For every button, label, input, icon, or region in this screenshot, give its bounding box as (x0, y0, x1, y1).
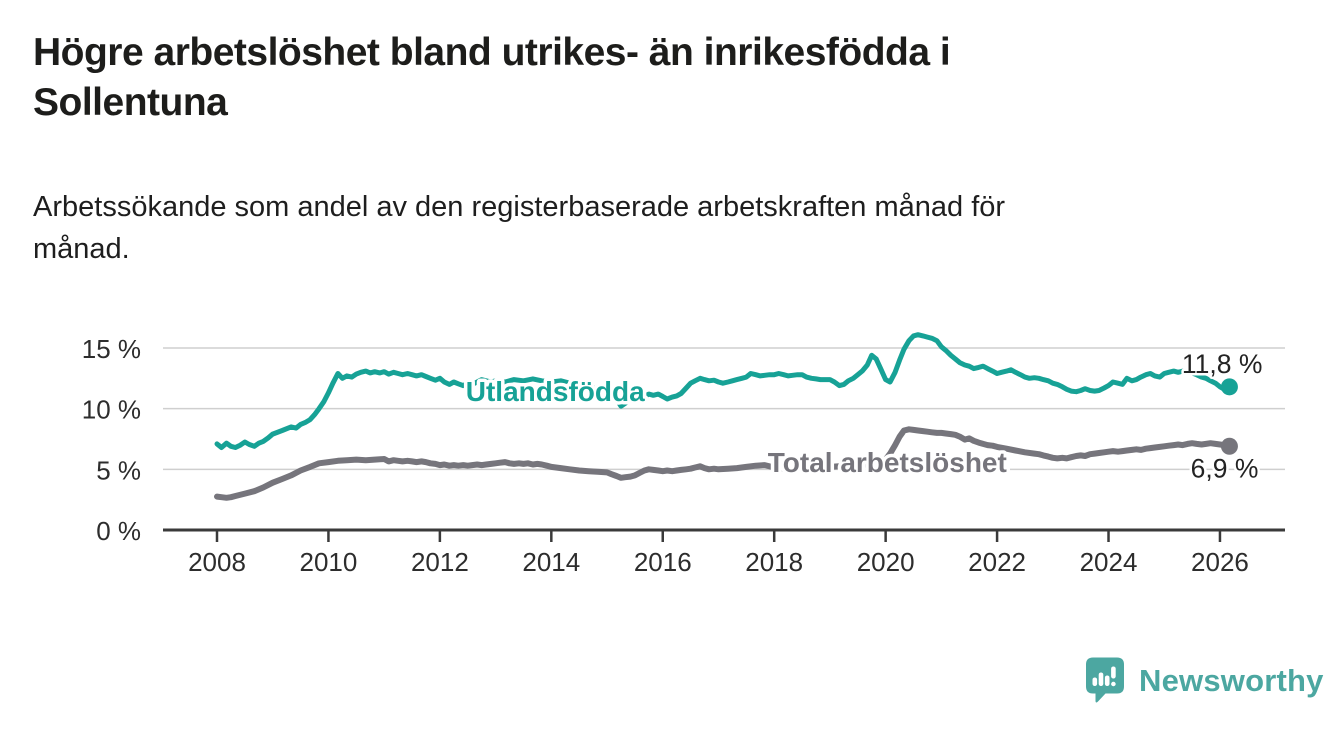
page-title: Högre arbetslöshet bland utrikes- än inr… (33, 28, 1163, 128)
x-tick-label-2020: 2020 (857, 547, 915, 577)
y-tick-label-5: 5 % (96, 455, 141, 485)
page-subtitle: Arbetssökande som andel av den registerb… (33, 186, 1233, 270)
newsworthy-bubble-icon (1086, 657, 1124, 703)
end-value-label-total: 6,9 % (1191, 453, 1259, 483)
x-tick-label-2008: 2008 (188, 547, 246, 577)
series-label-utlandsfodda: Utlandsfödda (466, 376, 645, 407)
y-tick-label-10: 10 % (82, 395, 141, 425)
series-end-dot-utlandsfodda (1220, 378, 1238, 396)
series-end-dot-total (1220, 437, 1238, 455)
series-label-total: Total arbetslöshet (768, 447, 1007, 478)
x-tick-label-2016: 2016 (634, 547, 692, 577)
page-subtitle-line2: månad. (33, 233, 130, 265)
x-tick-label-2022: 2022 (968, 547, 1026, 577)
x-tick-label-2026: 2026 (1191, 547, 1249, 577)
newsworthy-logo[interactable]: Newsworthy (1085, 656, 1324, 705)
x-tick-label-2014: 2014 (522, 547, 580, 577)
x-tick-label-2024: 2024 (1080, 547, 1138, 577)
x-tick-label-2012: 2012 (411, 547, 469, 577)
x-tick-label-2010: 2010 (300, 547, 358, 577)
y-tick-label-15: 15 % (82, 334, 141, 364)
page-title-line2: Sollentuna (33, 81, 228, 124)
newsworthy-wordmark: Newsworthy (1139, 662, 1324, 698)
end-value-label-utlandsfodda: 11,8 % (1182, 349, 1263, 379)
page-title-line1: Högre arbetslöshet bland utrikes- än inr… (33, 31, 951, 74)
series-line-total (214, 426, 1233, 501)
page-subtitle-line1: Arbetssökande som andel av den registerb… (33, 191, 1006, 223)
x-tick-label-2018: 2018 (745, 547, 803, 577)
series-line-utlandsfodda (214, 332, 1232, 450)
y-tick-label-0: 0 % (96, 516, 141, 546)
